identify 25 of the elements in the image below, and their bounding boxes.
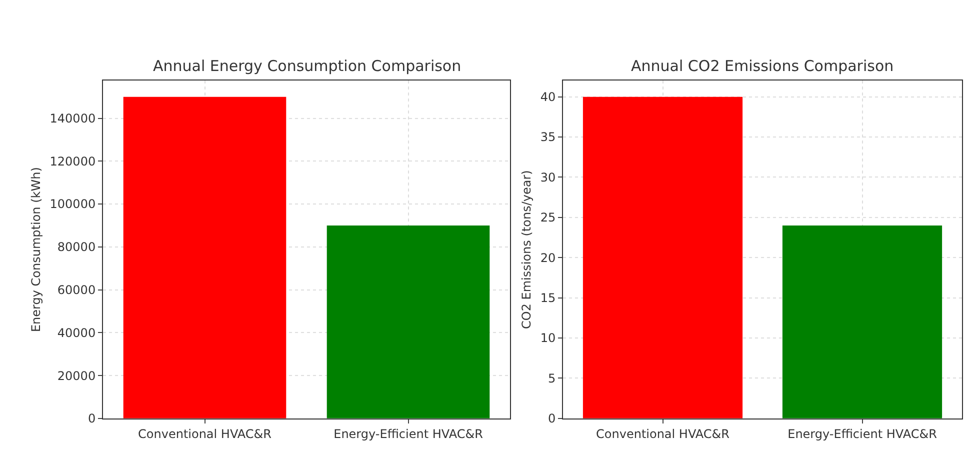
x-tick-label: Conventional HVAC&R xyxy=(596,426,730,441)
y-axis-title: Energy Consumption (kWh) xyxy=(29,167,44,332)
y-tick-label: 15 xyxy=(540,291,556,306)
y-tick-label: 20000 xyxy=(57,368,96,383)
x-tick-label: Energy-Efficient HVAC&R xyxy=(334,426,483,441)
y-tick-label: 40000 xyxy=(57,326,96,340)
y-tick-label: 30 xyxy=(540,170,556,184)
y-tick-label: 140000 xyxy=(50,111,96,126)
y-tick-label: 60000 xyxy=(57,282,96,297)
x-tick-label: Conventional HVAC&R xyxy=(138,426,272,441)
y-tick-label: 35 xyxy=(540,130,556,144)
y-tick-label: 0 xyxy=(88,412,96,426)
y-tick-label: 0 xyxy=(548,412,556,426)
y-axis-title: CO2 Emissions (tons/year) xyxy=(520,170,534,329)
y-tick-label: 5 xyxy=(548,371,556,386)
chart-title: Annual CO2 Emissions Comparison xyxy=(631,57,894,75)
y-tick-label: 25 xyxy=(540,210,556,225)
y-tick-label: 10 xyxy=(540,331,556,346)
y-tick-label: 80000 xyxy=(57,240,96,254)
chart-title: Annual Energy Consumption Comparison xyxy=(153,57,462,75)
x-tick-label: Energy-Efficient HVAC&R xyxy=(788,426,937,441)
y-tick-label: 120000 xyxy=(50,154,96,168)
y-tick-label: 20 xyxy=(540,250,556,265)
y-tick-label: 40 xyxy=(540,90,556,104)
y-tick-label: 100000 xyxy=(50,197,96,212)
